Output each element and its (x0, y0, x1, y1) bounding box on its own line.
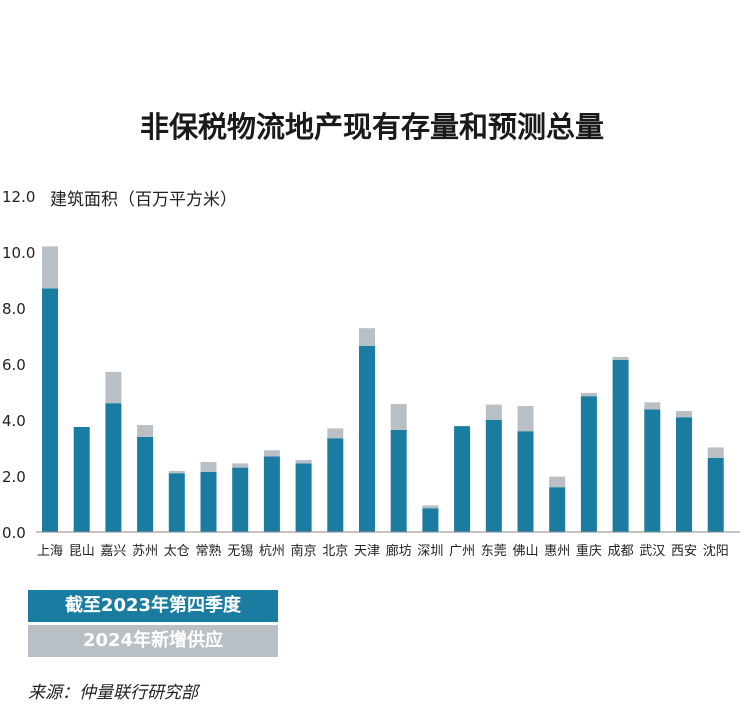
bars (42, 246, 724, 532)
y-tick-label: 12.0 (2, 188, 35, 206)
bar-new-15 (517, 406, 534, 432)
x-tick-label: 昆山 (69, 544, 95, 559)
bar-new-3 (137, 425, 154, 437)
x-tick-label: 惠州 (544, 544, 570, 559)
bar-new-14 (485, 404, 502, 420)
x-tick-label: 北京 (322, 544, 348, 559)
y-tick-label: 6.0 (2, 356, 26, 374)
source-note: 来源：仲量联行研究部 (28, 683, 198, 703)
x-tick-label: 东莞 (481, 544, 507, 559)
bar-new-4 (168, 470, 185, 474)
x-tick-label: 重庆 (576, 543, 602, 559)
bar-current-20 (676, 417, 692, 532)
bar-current-0 (42, 288, 58, 532)
bar-current-12 (422, 508, 439, 532)
bar-new-12 (422, 505, 439, 509)
x-tick-label: 杭州 (259, 544, 285, 559)
bar-new-0 (42, 246, 58, 289)
x-tick-label: 武汉 (639, 544, 665, 559)
y-tick-label: 2.0 (2, 468, 26, 486)
bar-new-9 (327, 428, 344, 439)
bar-current-21 (707, 457, 724, 532)
bar-current-6 (232, 467, 249, 532)
bar-current-13 (454, 426, 471, 532)
bar-current-9 (327, 438, 344, 532)
bar-new-16 (549, 476, 566, 488)
bar-current-14 (485, 420, 502, 532)
bar-current-16 (549, 487, 566, 532)
x-tick-label: 深圳 (417, 544, 443, 559)
y-tick-label: 0.0 (2, 524, 26, 542)
y-axis-label: 建筑面积（百万平方米） (50, 190, 237, 210)
bar-chart: 12.0 10.0 8.0 6.0 4.0 2.0 0.0 上海 昆山 嘉兴 苏州 太仓 常熟 无锡 杭州… (2, 188, 740, 559)
bar-new-18 (612, 357, 629, 360)
bar-new-17 (580, 392, 597, 397)
x-tick-label: 佛山 (512, 544, 538, 559)
bar-current-3 (137, 436, 154, 532)
x-tick-label: 天津 (354, 544, 380, 559)
legend-current-stock: 截至2023年第四季度 (28, 590, 278, 622)
bar-current-4 (168, 473, 185, 532)
bar-current-15 (517, 431, 534, 532)
bar-new-10 (359, 328, 375, 346)
x-tick-label: 沈阳 (703, 544, 729, 559)
bar-current-19 (644, 409, 661, 532)
y-tick-label: 10.0 (2, 244, 35, 262)
x-tick-label: 廊坊 (386, 543, 412, 559)
bar-current-7 (263, 456, 280, 532)
bar-current-11 (390, 429, 407, 532)
x-tick-label: 嘉兴 (100, 544, 126, 559)
x-tick-label: 上海 (37, 544, 63, 559)
x-tick-label: 无锡 (227, 544, 253, 559)
bar-current-1 (73, 427, 90, 532)
y-ticks: 12.0 10.0 8.0 6.0 4.0 2.0 0.0 (2, 188, 35, 542)
bar-current-5 (200, 471, 217, 532)
bar-current-8 (295, 463, 312, 532)
bar-current-2 (105, 403, 122, 532)
x-tick-label: 广州 (449, 544, 475, 559)
bar-current-17 (580, 396, 597, 532)
bar-new-21 (707, 447, 724, 458)
x-tick-label: 西安 (671, 544, 697, 559)
bar-new-6 (232, 463, 249, 468)
bar-current-18 (612, 359, 629, 532)
bar-current-10 (359, 345, 375, 532)
bar-new-11 (390, 404, 407, 430)
x-tick-label: 南京 (291, 543, 317, 559)
x-tick-label: 太仓 (164, 544, 190, 559)
chart-title: 非保税物流地产现有存量和预测总量 (139, 110, 604, 144)
x-tick-label: 常熟 (195, 543, 221, 559)
bar-new-20 (676, 411, 692, 418)
bar-new-8 (295, 460, 312, 464)
bar-new-2 (105, 371, 122, 404)
bar-new-19 (644, 402, 661, 410)
x-labels: 上海 昆山 嘉兴 苏州 太仓 常熟 无锡 杭州 南京 北京 天津 廊坊 深圳 广州 东莞 佛山 惠州 重庆 成都 武汉… (37, 543, 729, 559)
bar-new-5 (200, 462, 217, 472)
x-tick-label: 成都 (608, 544, 634, 559)
bar-new-7 (263, 450, 280, 457)
y-tick-label: 4.0 (2, 412, 26, 430)
y-tick-label: 8.0 (2, 300, 26, 318)
x-tick-label: 苏州 (132, 543, 158, 559)
legend-new-supply: 2024年新增供应 (28, 625, 278, 657)
